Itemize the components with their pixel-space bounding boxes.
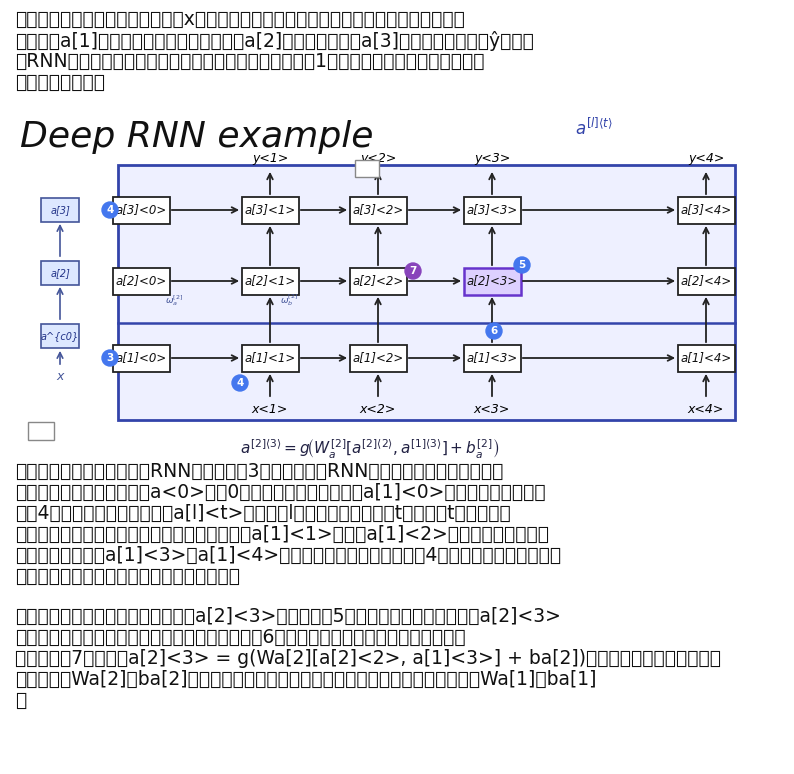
Text: （上图编号7所示），a[2]<3> = g(Wa[2][a[2]<2>, a[1]<3>] + ba[2])，这就是这个激活值的计算: （上图编号7所示），a[2]<3> = g(Wa[2][a[2]<2>, a[1… [15,649,721,668]
Text: 这样就可以表示。第一层第一个时间点的激活值a[1]<1>，这（a[1]<2>）就是第一层第二个: 这样就可以表示。第一层第一个时间点的激活值a[1]<1>，这（a[1]<2>）就… [15,525,549,544]
Text: 1: 1 [37,424,45,438]
Text: 2: 2 [363,163,371,176]
Circle shape [102,350,118,366]
FancyBboxPatch shape [349,197,407,224]
FancyBboxPatch shape [464,344,521,372]
FancyBboxPatch shape [241,268,299,294]
Text: 编号4所示），所以我们现在用a[l]<t>来表示第l层的激活值，这个＜t＞表示第t个时间点，: 编号4所示），所以我们现在用a[l]<t>来表示第l层的激活值，这个＜t＞表示第… [15,504,511,523]
FancyBboxPatch shape [113,344,169,372]
Text: 我们看个具体的例子，看看这个值（a[2]<3>，上图编号5所示）是怎么算的。激活值a[2]<3>: 我们看个具体的例子，看看这个值（a[2]<3>，上图编号5所示）是怎么算的。激活… [15,607,561,626]
FancyBboxPatch shape [241,197,299,224]
Text: $a^{[2]\langle 3\rangle} = g\!\left(W_a^{[2]}\left[a^{[2]\langle 2\rangle},a^{[1: $a^{[2]\langle 3\rangle} = g\!\left(W_a^… [240,438,499,461]
Text: a[1]<4>: a[1]<4> [680,351,731,365]
Text: a[1]<3>: a[1]<3> [466,351,518,365]
Text: Deep RNN example: Deep RNN example [20,120,373,154]
Text: $\omega_b^{[2]}$: $\omega_b^{[2]}$ [280,292,299,307]
Text: a[1]<2>: a[1]<2> [353,351,403,365]
Text: a[1]<0>: a[1]<0> [115,351,167,365]
Text: x<4>: x<4> [688,403,724,416]
Text: 5: 5 [518,260,526,270]
FancyBboxPatch shape [677,344,734,372]
Text: a[2]<2>: a[2]<2> [353,275,403,287]
Text: 第一层是a[1]，接着堆叠上下一层，激活值a[2]，可以再加一层a[3]，然后得到预测值ŷ。深层: 第一层是a[1]，接着堆叠上下一层，激活值a[2]，可以再加一层a[3]，然后得… [15,31,534,51]
Text: $a^{[l]\langle t\rangle}$: $a^{[l]\langle t\rangle}$ [575,118,613,139]
Text: a[2]: a[2] [50,268,70,278]
Text: a[3]: a[3] [50,205,70,215]
Text: x<3>: x<3> [474,403,511,416]
FancyBboxPatch shape [464,197,521,224]
Text: y<2>: y<2> [360,152,396,165]
Text: 时间点的激活值，a[1]<3>和a[1]<4>。然后我们把这些（上图编号4方框内所示的部分）堆叠: 时间点的激活值，a[1]<3>和a[1]<4>。然后我们把这些（上图编号4方框内… [15,546,561,565]
FancyBboxPatch shape [241,344,299,372]
Text: a^{c0}: a^{c0} [40,331,79,341]
FancyBboxPatch shape [41,261,79,285]
Text: a[3]<0>: a[3]<0> [115,204,167,217]
FancyBboxPatch shape [113,197,169,224]
Text: 7: 7 [410,266,417,276]
FancyBboxPatch shape [349,344,407,372]
Text: a[3]<1>: a[3]<1> [245,204,295,217]
Text: a[2]<3>: a[2]<3> [466,275,518,287]
Text: 方法。参数Wa[2]和ba[2]在这一层的计算里都一样，相对应地第一层也有自己的参数Wa[1]和ba[1]: 方法。参数Wa[2]和ba[2]在这一层的计算里都一样，相对应地第一层也有自己的… [15,670,596,689]
Circle shape [232,375,248,391]
Text: 3: 3 [106,353,114,363]
Text: $\omega_a^{[2]}$: $\omega_a^{[2]}$ [165,293,183,307]
Text: a[2]<4>: a[2]<4> [680,275,731,287]
Circle shape [486,323,502,339]
Text: y<4>: y<4> [688,152,724,165]
Text: a[2]<0>: a[2]<0> [115,275,167,287]
Text: 。: 。 [15,691,26,710]
Circle shape [405,263,421,279]
Text: x<1>: x<1> [252,403,288,416]
FancyBboxPatch shape [464,268,521,294]
FancyBboxPatch shape [677,268,734,294]
Text: 有两个输入，一个是从下面过来的输入（上图编号6所示），还有一个是从左边过来的输入: 有两个输入，一个是从下面过来的输入（上图编号6所示），还有一个是从左边过来的输入 [15,628,465,647]
Text: a[3]<3>: a[3]<3> [466,204,518,217]
Text: a[2]<1>: a[2]<1> [245,275,295,287]
Text: x<2>: x<2> [360,403,396,416]
Bar [118,165,735,420]
Circle shape [514,257,530,273]
Text: y<1>: y<1> [252,152,288,165]
Text: 是了，我们看看。: 是了，我们看看。 [15,73,105,92]
Text: x: x [56,370,64,383]
Text: 的RNN网络跟这个有点像，用手画的这个网络（下图编号1所示），然后把它按时间展开就: 的RNN网络跟这个有点像，用手画的这个网络（下图编号1所示），然后把它按时间展开… [15,52,484,71]
Text: y<3>: y<3> [474,152,511,165]
Text: 一个标准的神经网络，首先是输入x，然后堆叠上隐含层，所以这里应该有激活值，比如说: 一个标准的神经网络，首先是输入x，然后堆叠上隐含层，所以这里应该有激活值，比如说 [15,10,464,29]
Text: 6: 6 [491,326,498,336]
Bar [28,422,54,440]
Text: 这是我们一直见到的标准的RNN（上图编号3所示方框内的RNN），只是我把这里的符号稍: 这是我们一直见到的标准的RNN（上图编号3所示方框内的RNN），只是我把这里的符… [15,462,503,481]
Text: 微改了一下，不再用原来的a<0>表示0时刻的激活值了，而是用a[1]<0>来表示第一层（上图: 微改了一下，不再用原来的a<0>表示0时刻的激活值了，而是用a[1]<0>来表示… [15,483,545,502]
Circle shape [102,202,118,218]
Text: a[3]<2>: a[3]<2> [353,204,403,217]
Text: a[1]<1>: a[1]<1> [245,351,295,365]
Text: 4: 4 [237,378,244,388]
Text: 4: 4 [106,205,114,215]
Text: a[3]<4>: a[3]<4> [680,204,731,217]
FancyBboxPatch shape [677,197,734,224]
FancyBboxPatch shape [349,268,407,294]
FancyBboxPatch shape [113,268,169,294]
FancyBboxPatch shape [41,198,79,222]
FancyBboxPatch shape [41,324,79,348]
Bar [355,160,379,177]
Text: 在上面，这就是一个有三个隐层的新的网络。: 在上面，这就是一个有三个隐层的新的网络。 [15,567,240,586]
